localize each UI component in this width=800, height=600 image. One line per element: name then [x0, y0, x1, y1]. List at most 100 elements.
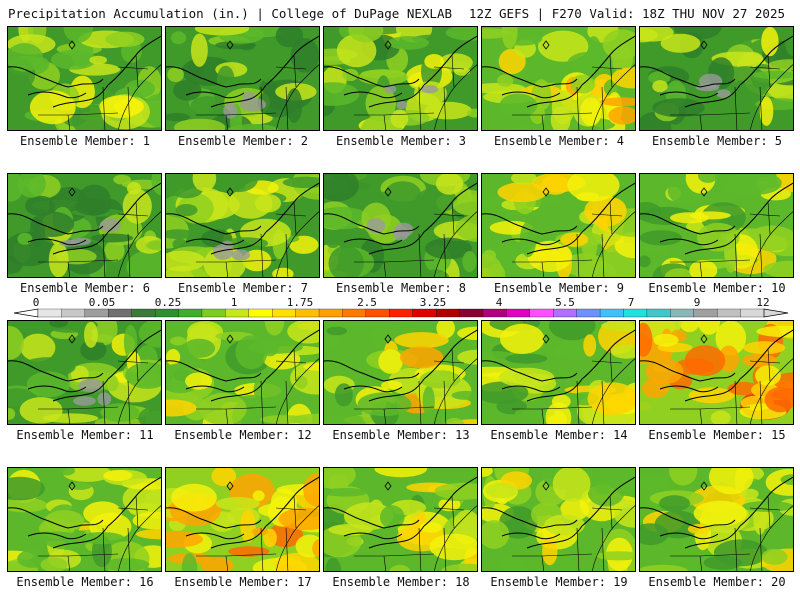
- precip-contour: [703, 555, 743, 570]
- ensemble-member-label: Ensemble Member: 5: [651, 134, 783, 148]
- coastline-outline: [265, 35, 319, 86]
- coastline-outline: [581, 476, 635, 527]
- colorbar-swatch: [623, 308, 648, 318]
- coastline-outline: [750, 505, 793, 571]
- precip-contour: [171, 483, 217, 512]
- precip-contour: [368, 327, 389, 348]
- precip-contour: [290, 38, 319, 73]
- great-lakes-outline: [343, 91, 403, 99]
- great-lakes-outline: [27, 385, 87, 393]
- dry-area: [384, 85, 397, 94]
- precip-map-svg: [640, 174, 793, 277]
- great-lakes-outline: [185, 532, 245, 540]
- precip-contour: [746, 225, 793, 252]
- ensemble-member-label: Ensemble Member: 20: [648, 575, 786, 589]
- coastline-outline: [265, 476, 319, 527]
- ensemble-member-map: [165, 26, 320, 131]
- precip-contour: [62, 468, 112, 482]
- coastline-outline: [276, 358, 319, 424]
- ensemble-member-label: Ensemble Member: 4: [493, 134, 625, 148]
- precip-contour: [467, 108, 477, 118]
- state-border: [196, 86, 289, 130]
- precip-contour: [652, 98, 705, 118]
- coastline-outline: [107, 35, 161, 86]
- coastline-outline: [434, 211, 477, 277]
- precip-contour: [138, 407, 161, 424]
- coastline-outline: [739, 476, 793, 527]
- precip-contour: [217, 65, 235, 93]
- precip-contour: [260, 415, 308, 424]
- ensemble-member-label: Ensemble Member: 9: [493, 281, 625, 295]
- precip-contour: [126, 182, 142, 195]
- precip-contour: [457, 349, 477, 365]
- coastline-outline: [118, 211, 161, 277]
- precip-contour: [294, 375, 308, 389]
- precip-contour: [761, 27, 779, 57]
- colorbar-tick-label: 1.75: [286, 296, 314, 309]
- precip-contour: [497, 182, 547, 203]
- colorbar-tick-label: 0.25: [154, 296, 182, 309]
- precip-map-svg: [8, 321, 161, 424]
- precip-contour: [742, 353, 777, 368]
- state-border: [38, 86, 131, 130]
- precip-contour: [587, 382, 635, 415]
- precip-contour: [424, 54, 444, 69]
- precip-contour: [768, 59, 793, 71]
- precip-contour: [235, 335, 268, 370]
- precip-contour: [599, 97, 635, 107]
- state-border: [512, 86, 605, 130]
- precip-contour: [282, 176, 319, 188]
- precip-contour: [8, 326, 24, 360]
- state-border: [591, 348, 623, 382]
- great-lakes-outline: [368, 378, 425, 402]
- ensemble-member-label: Ensemble Member: 15: [648, 428, 786, 442]
- precip-contour: [455, 214, 477, 242]
- great-lakes-outline: [501, 238, 561, 246]
- precip-contour: [17, 232, 33, 245]
- great-lakes-outline: [324, 507, 420, 529]
- precip-contour: [181, 553, 198, 571]
- precip-map-svg: [640, 321, 793, 424]
- precip-contour: [669, 468, 698, 486]
- ensemble-member-map: [481, 26, 636, 131]
- precip-contour: [326, 326, 348, 336]
- precip-contour: [384, 181, 421, 207]
- precip-contour: [30, 211, 75, 237]
- colorbar-swatch: [154, 308, 179, 318]
- precip-contour: [511, 174, 537, 185]
- great-lakes-outline: [166, 360, 262, 382]
- precip-contour: [192, 174, 217, 192]
- ensemble-member-map: [481, 173, 636, 278]
- precip-contour: [276, 468, 293, 480]
- precip-contour: [228, 187, 273, 219]
- precip-contour: [91, 233, 134, 243]
- precip-contour: [576, 192, 600, 202]
- precip-contour: [482, 381, 529, 405]
- precip-contour: [275, 27, 304, 48]
- colorbar-swatch: [365, 308, 390, 318]
- precip-contour: [272, 267, 294, 277]
- precip-contour: [640, 473, 667, 491]
- coastline-outline: [434, 505, 477, 571]
- precip-contour: [640, 400, 669, 419]
- colorbar-legend: 0 0.05 0.25 1 1.75 2.5 3.25 4 5.5 7 9 12: [0, 296, 800, 318]
- colorbar-tick-label: 12: [756, 296, 770, 309]
- colorbar-swatch: [61, 308, 86, 318]
- precip-map-svg: [482, 174, 635, 277]
- precip-contour: [457, 326, 477, 340]
- coastline-outline: [276, 64, 319, 130]
- great-lakes-outline: [640, 213, 736, 235]
- precip-contour: [28, 531, 79, 542]
- colorbar-swatch: [670, 308, 695, 318]
- precip-contour: [759, 96, 774, 126]
- coastline-outline: [423, 329, 477, 380]
- precip-contour: [435, 174, 464, 195]
- great-lakes-outline: [684, 525, 741, 549]
- precip-contour: [776, 174, 793, 193]
- precip-contour: [240, 509, 256, 543]
- precip-contour: [645, 358, 684, 385]
- location-marker-icon: [700, 40, 708, 50]
- colorbar-tick-label: 3.25: [419, 296, 447, 309]
- coastline-outline: [592, 505, 635, 571]
- precip-contour: [611, 67, 635, 89]
